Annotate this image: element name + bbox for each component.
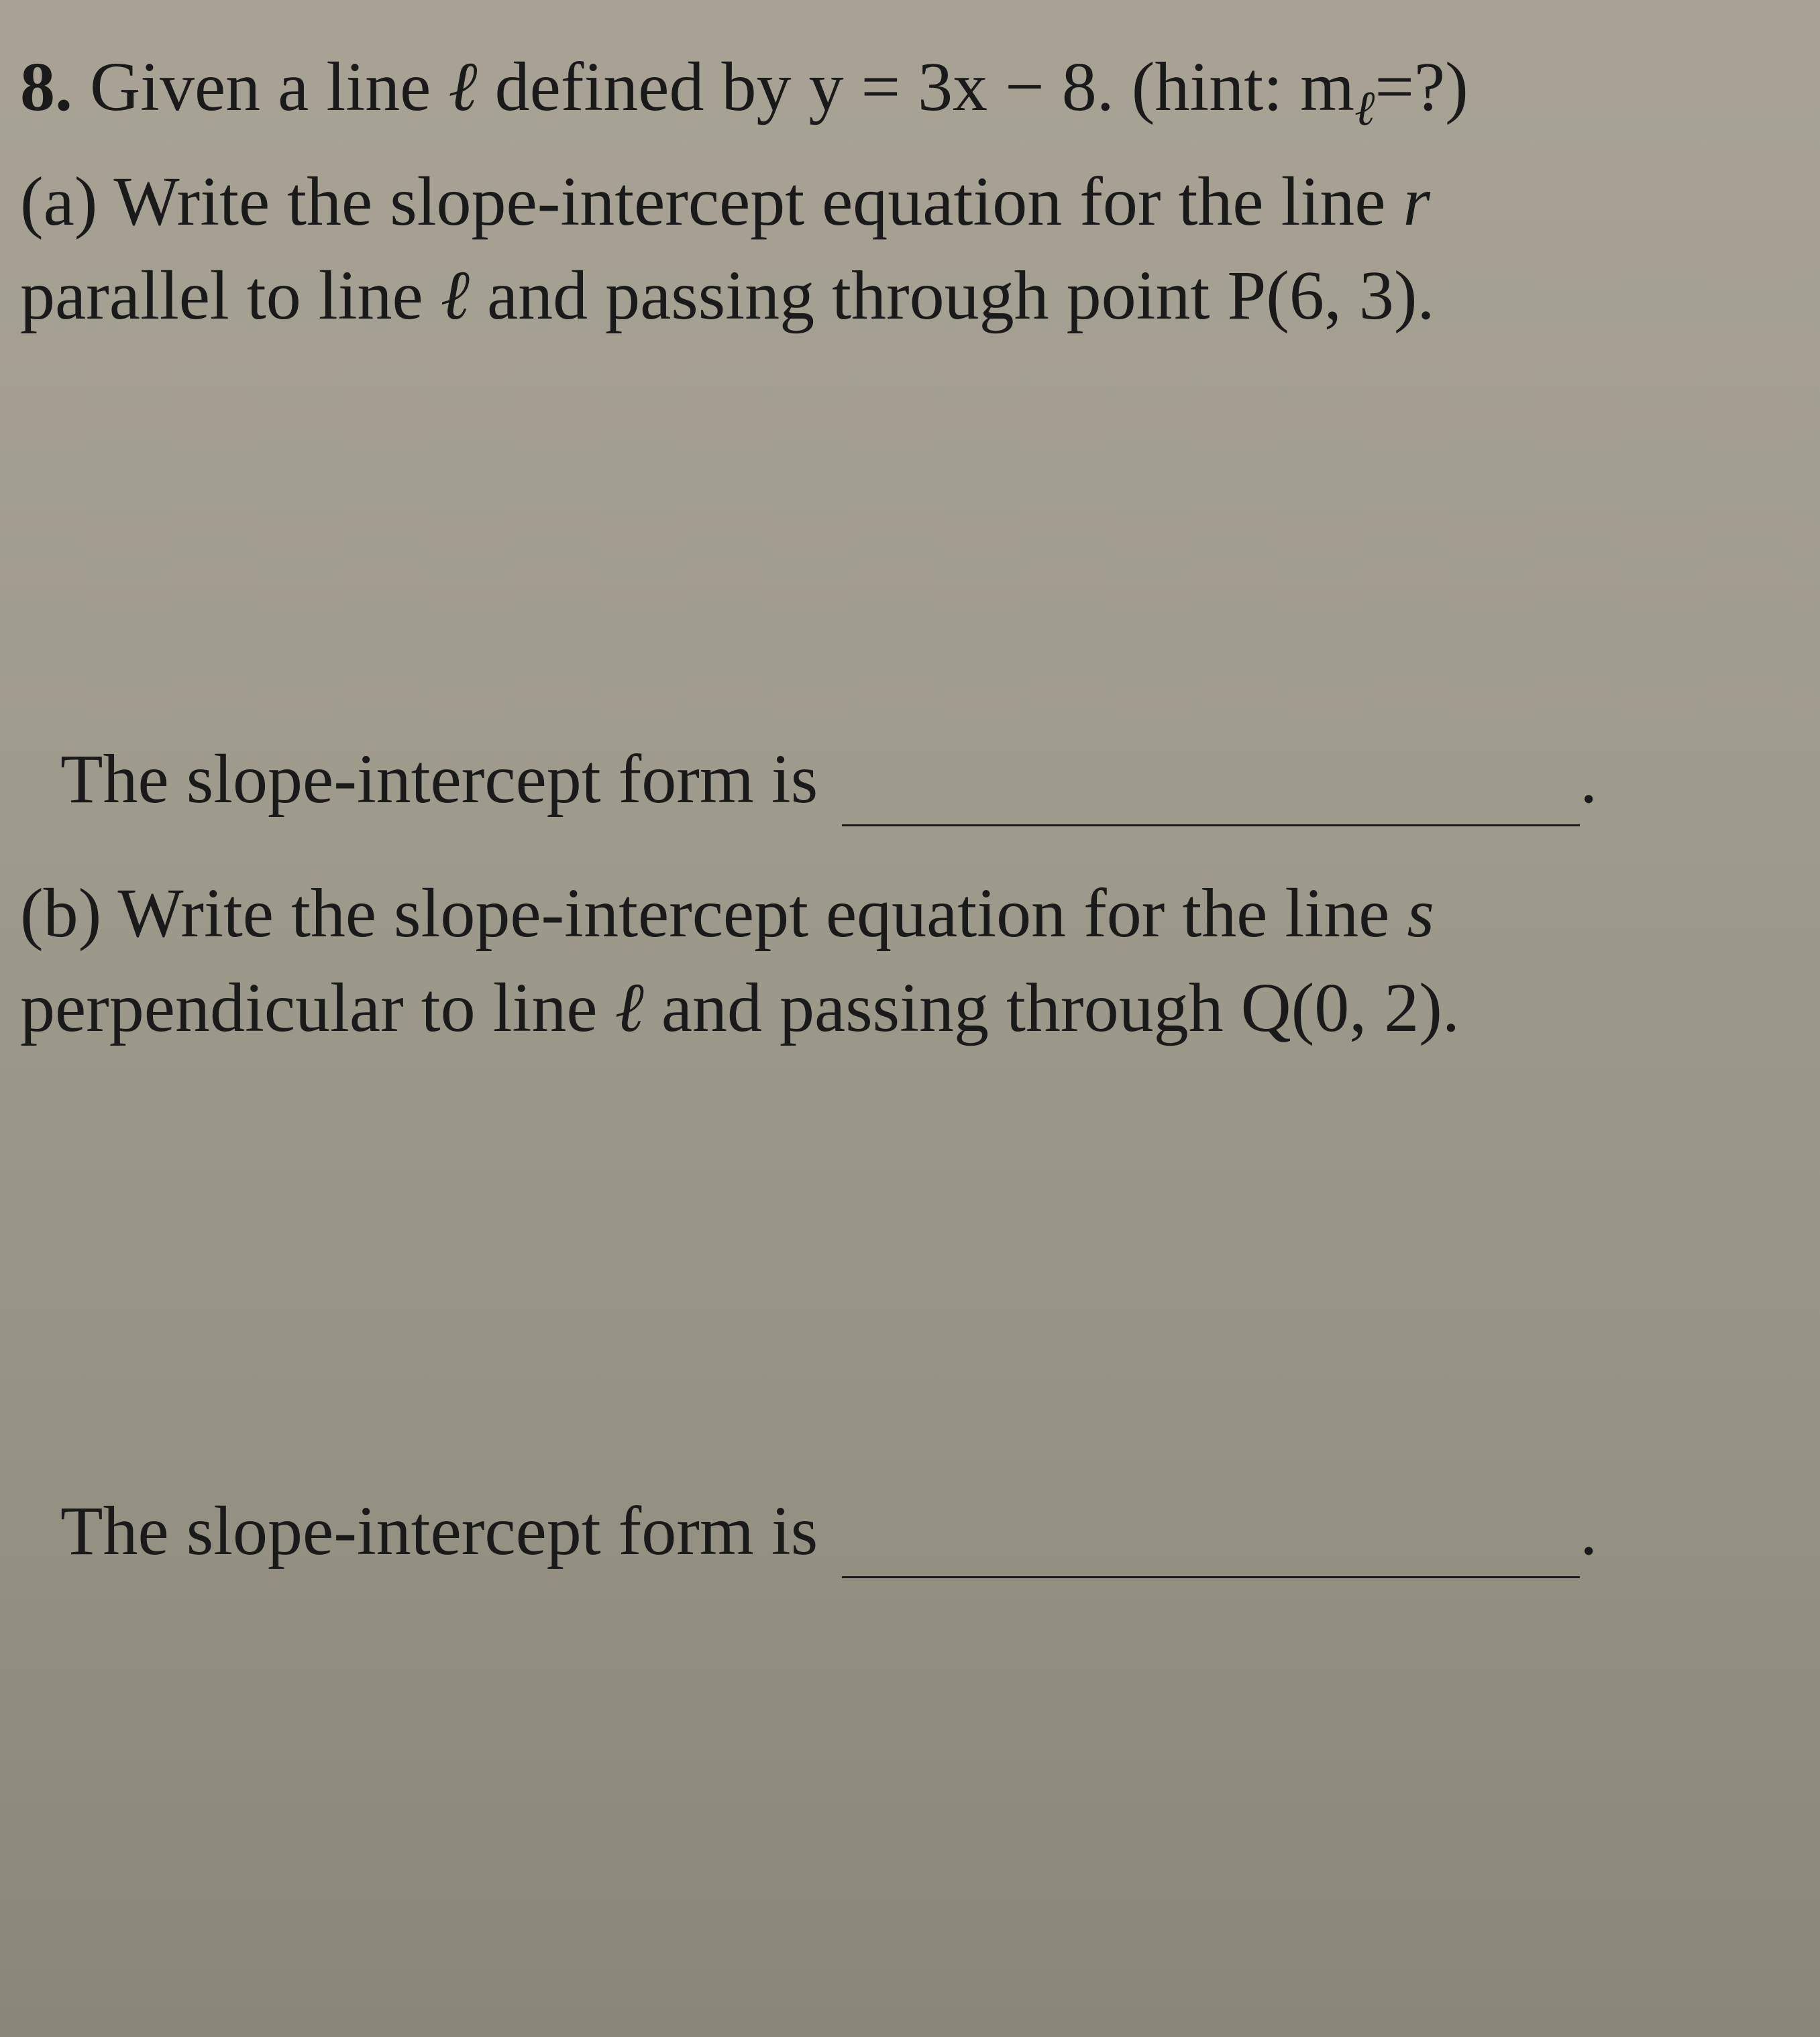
- part-a-text-1: Write the slope-intercept equation for t…: [97, 163, 1403, 240]
- problem-line-1: 8. Given a line ℓ defined by y = 3x − 8.…: [20, 40, 1793, 142]
- period-a: .: [1580, 740, 1597, 818]
- period-b: .: [1580, 1492, 1597, 1570]
- part-b-answer-label: The slope-intercept form is: [60, 1492, 835, 1570]
- intro-text-3: =?): [1375, 48, 1468, 125]
- subscript-l: ℓ: [1354, 81, 1375, 135]
- problem-number: 8.: [20, 48, 72, 125]
- part-a-line-1: (a) Write the slope-intercept equation f…: [20, 155, 1793, 249]
- part-a-label: (a): [20, 163, 97, 240]
- part-b-label: (b): [20, 875, 101, 952]
- part-b-section: (b) Write the slope-intercept equation f…: [20, 867, 1793, 1055]
- line-variable-s: s: [1407, 875, 1434, 952]
- line-variable-l-3: ℓ: [615, 969, 644, 1046]
- part-a-answer-line: The slope-intercept form is .: [20, 732, 1793, 826]
- part-b-line-2: perpendicular to line ℓ and passing thro…: [20, 961, 1793, 1055]
- line-variable-r: r: [1403, 163, 1430, 240]
- part-a-line-2: parallel to line ℓ and passing through p…: [20, 249, 1793, 343]
- line-variable-l-2: ℓ: [441, 257, 470, 334]
- part-a-text-3: and passing through point P(6, 3).: [470, 257, 1435, 334]
- blank-line-a: [842, 750, 1580, 826]
- part-b-text-3: and passing through Q(0, 2).: [644, 969, 1460, 1046]
- part-a-text-2: parallel to line: [20, 257, 441, 334]
- part-b-line-1: (b) Write the slope-intercept equation f…: [20, 867, 1793, 960]
- line-variable-l: ℓ: [448, 48, 477, 125]
- part-a-answer-label: The slope-intercept form is: [60, 740, 835, 818]
- part-b-text-2: perpendicular to line: [20, 969, 615, 1046]
- problem-intro: 8. Given a line ℓ defined by y = 3x − 8.…: [20, 40, 1793, 343]
- intro-text-1: Given a line: [72, 48, 448, 125]
- part-b-answer-line: The slope-intercept form is .: [20, 1484, 1793, 1578]
- blank-line-b: [842, 1502, 1580, 1578]
- part-b-text-1: Write the slope-intercept equation for t…: [101, 875, 1407, 952]
- intro-text-2: defined by y = 3x − 8. (hint: m: [478, 48, 1354, 125]
